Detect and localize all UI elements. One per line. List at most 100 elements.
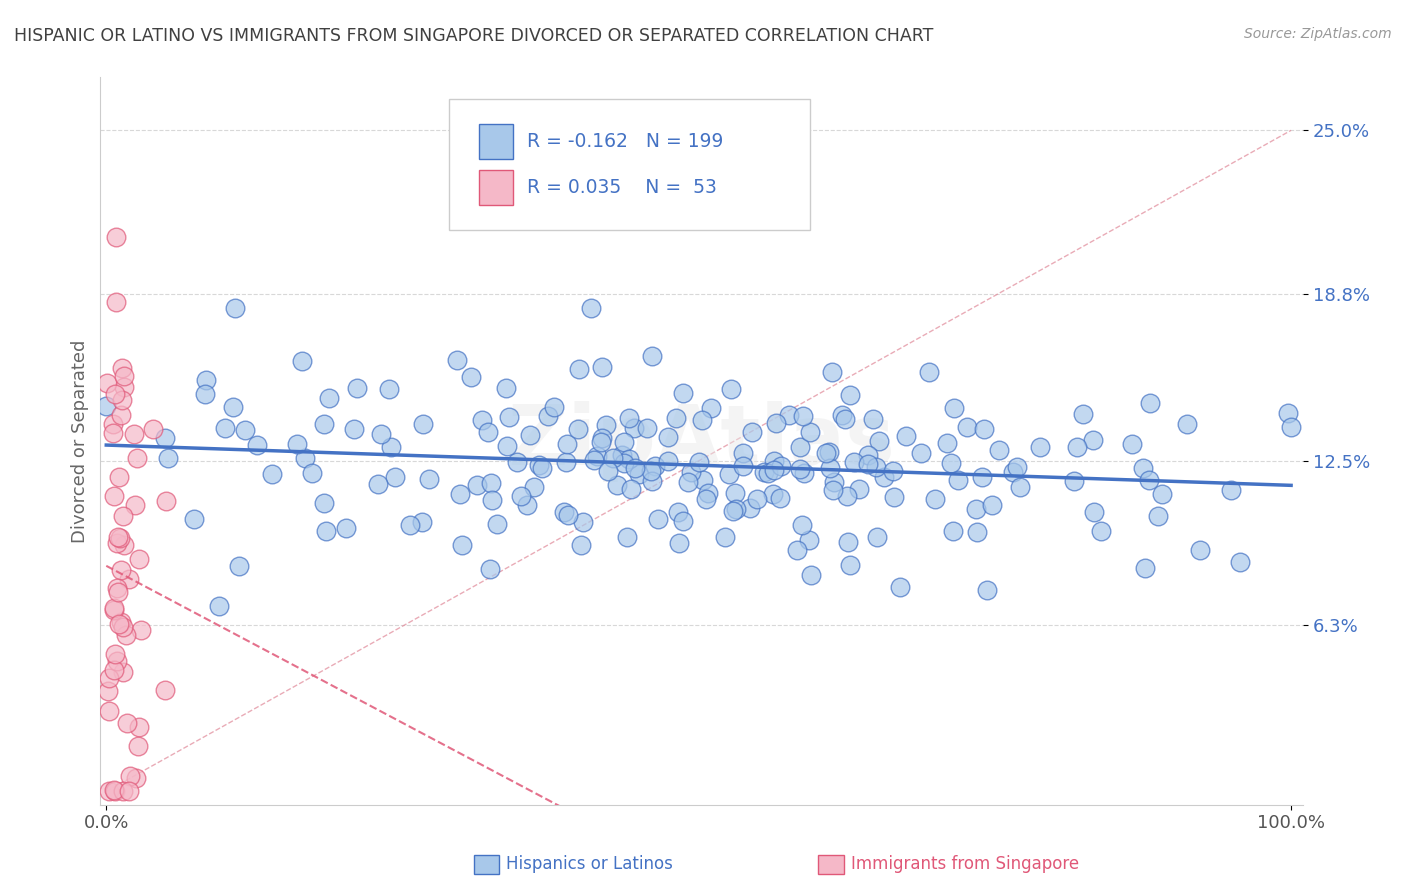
Point — [976, 582, 998, 597]
Text: R = -0.162   N = 199: R = -0.162 N = 199 — [527, 132, 724, 151]
Point — [778, 408, 800, 422]
Point — [194, 373, 217, 387]
Point — [942, 524, 965, 539]
Point — [221, 400, 243, 414]
Point — [1219, 483, 1241, 497]
Point — [101, 417, 124, 431]
Point — [873, 470, 896, 484]
Point — [731, 446, 754, 460]
Point — [738, 500, 761, 515]
Point — [318, 391, 340, 405]
Point — [1029, 441, 1052, 455]
Point — [103, 601, 125, 615]
Point — [818, 461, 841, 475]
Point — [509, 489, 531, 503]
Point — [125, 771, 148, 785]
Point — [516, 498, 538, 512]
Point — [1137, 473, 1160, 487]
Point — [838, 388, 860, 402]
Point — [103, 783, 125, 797]
Point — [97, 671, 120, 685]
Point — [868, 434, 890, 448]
Point — [96, 399, 118, 413]
Point — [720, 382, 742, 396]
Point — [335, 521, 357, 535]
Point — [155, 494, 177, 508]
Point — [291, 354, 314, 368]
Point — [647, 512, 669, 526]
Point — [120, 769, 142, 783]
Point — [679, 466, 702, 480]
Point — [346, 381, 368, 395]
Point — [1066, 440, 1088, 454]
Point — [110, 409, 132, 423]
Point — [606, 478, 628, 492]
Point — [695, 492, 717, 507]
Text: Source: ZipAtlas.com: Source: ZipAtlas.com — [1244, 27, 1392, 41]
Point — [1139, 396, 1161, 410]
Point — [183, 512, 205, 526]
Point — [628, 467, 651, 482]
Point — [107, 654, 129, 668]
Point — [835, 489, 858, 503]
Point — [690, 413, 713, 427]
Point — [617, 452, 640, 467]
Point — [125, 451, 148, 466]
Point — [103, 603, 125, 617]
Point — [882, 464, 904, 478]
Point — [837, 535, 859, 549]
Point — [498, 410, 520, 425]
Point — [111, 361, 134, 376]
Point — [834, 412, 856, 426]
Point — [315, 524, 337, 539]
Point — [343, 422, 366, 436]
Point — [644, 459, 666, 474]
Point — [314, 496, 336, 510]
Point — [312, 417, 335, 431]
Point — [579, 301, 602, 315]
Point — [380, 441, 402, 455]
Point — [665, 410, 688, 425]
Point — [668, 536, 690, 550]
Point — [1146, 508, 1168, 523]
Point — [98, 704, 121, 718]
Point — [103, 490, 125, 504]
Point — [889, 581, 911, 595]
Point — [1189, 543, 1212, 558]
Point — [568, 362, 591, 376]
Point — [124, 498, 146, 512]
Point — [208, 599, 231, 613]
Point — [107, 584, 129, 599]
Point — [793, 467, 815, 481]
Point — [479, 476, 502, 491]
Point — [104, 386, 127, 401]
Point — [865, 460, 887, 475]
Point — [894, 429, 917, 443]
Point — [104, 648, 127, 662]
Point — [543, 401, 565, 415]
Point — [966, 525, 988, 540]
Point — [377, 383, 399, 397]
Bar — [479, 124, 513, 159]
Point — [672, 514, 695, 528]
Point — [506, 455, 529, 469]
Text: R = 0.035    N =  53: R = 0.035 N = 53 — [527, 178, 717, 197]
Point — [721, 504, 744, 518]
Point — [657, 430, 679, 444]
Point — [688, 455, 710, 469]
Point — [107, 530, 129, 544]
Point — [815, 446, 838, 460]
Point — [1229, 556, 1251, 570]
Point — [910, 446, 932, 460]
Point — [666, 505, 689, 519]
Point — [519, 427, 541, 442]
Point — [789, 440, 811, 454]
Point — [965, 501, 987, 516]
Point — [1133, 560, 1156, 574]
Point — [973, 422, 995, 436]
Point — [616, 530, 638, 544]
Point — [717, 467, 740, 481]
Point — [460, 370, 482, 384]
Point — [98, 784, 121, 798]
Point — [301, 467, 323, 481]
